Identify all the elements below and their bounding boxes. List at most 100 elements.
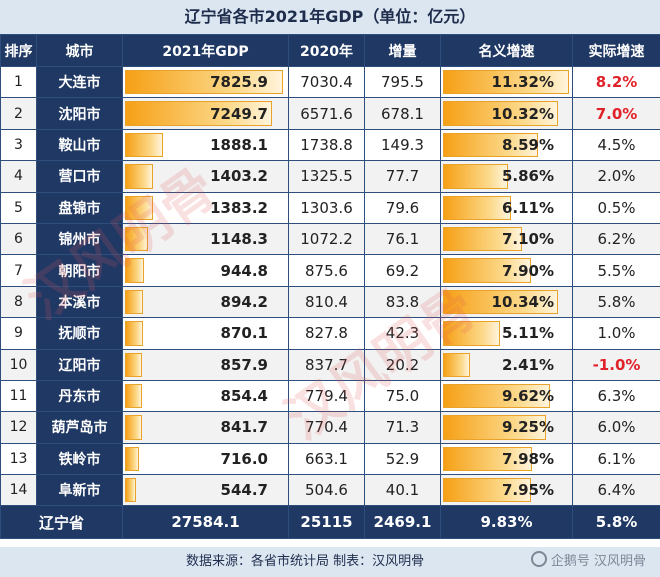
increase-cell: 20.2 xyxy=(364,348,441,381)
rank-cell: 6 xyxy=(0,222,37,256)
gdp2020-cell: 770.4 xyxy=(288,411,365,444)
rank-cell: 5 xyxy=(0,191,37,224)
gdp-bar xyxy=(125,70,284,95)
gdp2021-value: 841.7 xyxy=(220,418,268,437)
nominal-growth-value: 11.32% xyxy=(491,73,554,92)
rank-cell: 12 xyxy=(0,411,37,444)
nominal-growth-cell: 7.10% xyxy=(440,222,573,256)
gdp2020-cell: 827.8 xyxy=(288,317,365,350)
gdp-bar xyxy=(125,101,272,126)
nominal-growth-bar xyxy=(443,164,509,189)
gdp2021-value: 1148.3 xyxy=(210,230,268,249)
gdp2020-cell: 1738.8 xyxy=(288,128,365,162)
table-row: 14 阜新市 544.7 504.6 40.1 7.95% 6.4% xyxy=(0,474,660,507)
gdp2021-cell: 716.0 xyxy=(122,442,289,476)
total-nominal-growth: 9.83% xyxy=(440,505,573,540)
gdp-bar xyxy=(125,195,153,220)
total-city: 辽宁省 xyxy=(0,505,123,540)
nominal-growth-value: 6.11% xyxy=(501,198,554,217)
increase-cell: 149.3 xyxy=(364,128,441,162)
rank-cell: 1 xyxy=(0,65,37,99)
gdp2021-value: 894.2 xyxy=(220,292,268,311)
gdp2020-cell: 1303.6 xyxy=(288,191,365,224)
table-row: 1 大连市 7825.9 7030.4 795.5 11.32% 8.2% xyxy=(0,65,660,99)
table-row: 13 铁岭市 716.0 663.1 52.9 7.98% 6.1% xyxy=(0,442,660,476)
rank-cell: 13 xyxy=(0,442,37,476)
gdp2021-cell: 7249.7 xyxy=(122,97,289,130)
rank-cell: 8 xyxy=(0,285,37,319)
gdp2020-cell: 7030.4 xyxy=(288,65,365,99)
total-gdp2020: 25115 xyxy=(288,505,365,540)
source-credit: 数据来源：各省市统计局 制表：汉风明骨 xyxy=(186,554,425,569)
gdp-bar xyxy=(125,226,149,252)
gdp2021-value: 854.4 xyxy=(220,387,268,406)
header-city: 城市 xyxy=(36,34,123,67)
gdp2021-cell: 854.4 xyxy=(122,379,289,413)
table-row: 4 营口市 1403.2 1325.5 77.7 5.86% 2.0% xyxy=(0,160,660,193)
penguin-icon xyxy=(530,551,547,567)
nominal-growth-bar xyxy=(443,195,511,220)
nominal-growth-cell: 10.34% xyxy=(440,285,573,319)
nominal-growth-cell: 5.11% xyxy=(440,317,573,350)
gdp2021-cell: 894.2 xyxy=(122,285,289,319)
nominal-growth-value: 5.11% xyxy=(501,324,554,343)
gdp2020-cell: 1072.2 xyxy=(288,222,365,256)
nominal-growth-bar xyxy=(443,383,550,409)
gdp-bar xyxy=(125,258,145,283)
nominal-growth-value: 10.34% xyxy=(491,292,554,311)
gdp2021-cell: 870.1 xyxy=(122,317,289,350)
gdp2021-cell: 841.7 xyxy=(122,411,289,444)
gdp2021-value: 7825.9 xyxy=(210,73,268,92)
real-growth-cell: 6.4% xyxy=(572,474,660,507)
gdp-bar xyxy=(125,352,143,377)
gdp2021-value: 1403.2 xyxy=(210,167,268,186)
real-growth-cell: 0.5% xyxy=(572,191,660,224)
gdp2020-cell: 6571.6 xyxy=(288,97,365,130)
gdp2021-value: 7249.7 xyxy=(210,104,268,123)
increase-cell: 69.2 xyxy=(364,254,441,287)
increase-cell: 79.6 xyxy=(364,191,441,224)
nominal-growth-cell: 9.25% xyxy=(440,411,573,444)
gdp2020-cell: 663.1 xyxy=(288,442,365,476)
increase-cell: 52.9 xyxy=(364,442,441,476)
gdp2021-value: 857.9 xyxy=(220,355,268,374)
gdp2021-cell: 944.8 xyxy=(122,254,289,287)
nominal-growth-cell: 5.86% xyxy=(440,160,573,193)
real-growth-cell: -1.0% xyxy=(572,348,660,381)
gdp2021-value: 944.8 xyxy=(220,261,268,280)
real-growth-cell: 8.2% xyxy=(572,65,660,99)
nominal-growth-bar xyxy=(443,352,470,377)
gdp2021-value: 1888.1 xyxy=(210,135,268,154)
rank-cell: 3 xyxy=(0,128,37,162)
gdp2021-cell: 544.7 xyxy=(122,474,289,507)
rank-cell: 2 xyxy=(0,97,37,130)
gdp2021-cell: 1148.3 xyxy=(122,222,289,256)
city-cell: 朝阳市 xyxy=(36,254,123,287)
nominal-growth-bar xyxy=(443,415,546,440)
gdp-bar xyxy=(125,321,143,346)
nominal-growth-bar xyxy=(443,132,539,158)
footer: 数据来源：各省市统计局 制表：汉风明骨 企鹅号 汉风明骨 xyxy=(0,547,660,577)
header-rank: 排序 xyxy=(0,34,37,67)
nominal-growth-bar xyxy=(443,258,531,283)
header-real-growth: 实际增速 xyxy=(572,34,660,67)
page-title: 辽宁省各市2021年GDP（单位：亿元） xyxy=(0,0,660,34)
city-cell: 葫芦岛市 xyxy=(36,411,123,444)
total-real-growth: 5.8% xyxy=(572,505,660,540)
nominal-growth-value: 9.25% xyxy=(501,418,554,437)
real-growth-cell: 4.5% xyxy=(572,128,660,162)
header-increase: 增量 xyxy=(364,34,441,67)
city-cell: 抚顺市 xyxy=(36,317,123,350)
nominal-growth-cell: 7.95% xyxy=(440,474,573,507)
rank-cell: 7 xyxy=(0,254,37,287)
table-row: 6 锦州市 1148.3 1072.2 76.1 7.10% 6.2% xyxy=(0,222,660,256)
gdp-bar xyxy=(125,383,143,409)
total-row: 辽宁省 27584.1 25115 2469.1 9.83% 5.8% xyxy=(0,505,660,540)
city-cell: 本溪市 xyxy=(36,285,123,319)
increase-cell: 83.8 xyxy=(364,285,441,319)
table-row: 11 丹东市 854.4 779.4 75.0 9.62% 6.3% xyxy=(0,379,660,413)
gdp2021-value: 544.7 xyxy=(220,481,268,500)
city-cell: 盘锦市 xyxy=(36,191,123,224)
rank-cell: 10 xyxy=(0,348,37,381)
table-row: 9 抚顺市 870.1 827.8 42.3 5.11% 1.0% xyxy=(0,317,660,350)
